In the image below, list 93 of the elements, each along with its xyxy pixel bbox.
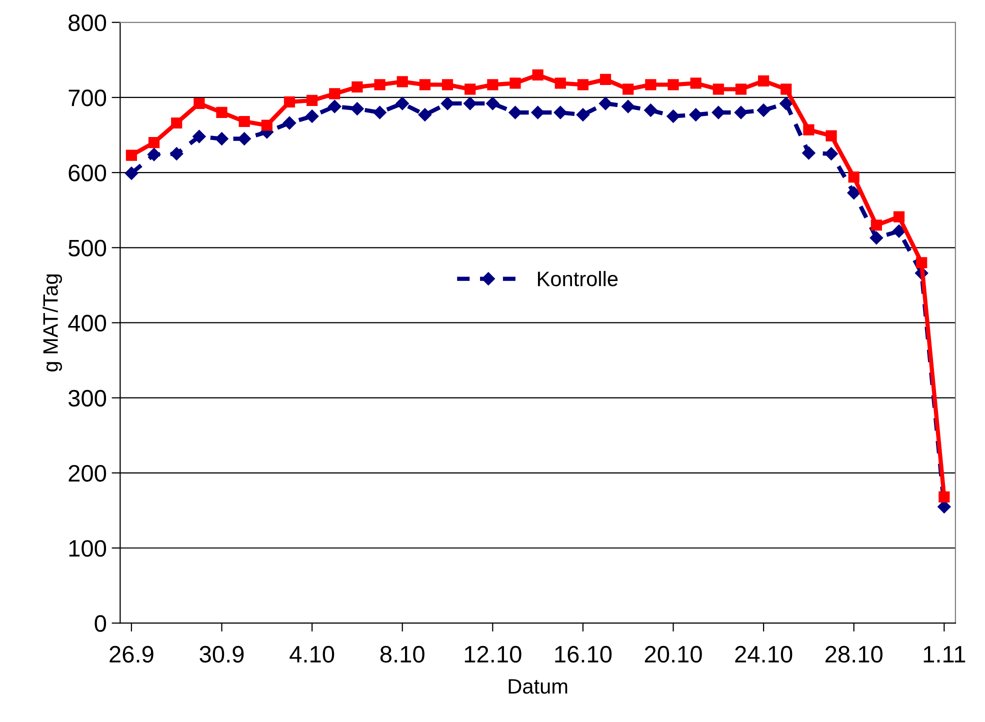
point — [305, 110, 319, 123]
point — [352, 81, 363, 93]
y-tick-label: 100 — [69, 540, 106, 557]
point — [598, 96, 612, 110]
point — [803, 124, 814, 136]
point — [374, 79, 386, 90]
y-tick-label: 400 — [68, 314, 106, 332]
point — [622, 84, 634, 95]
point — [486, 96, 500, 110]
point — [870, 220, 882, 231]
point — [216, 106, 228, 118]
point — [554, 78, 566, 89]
point — [126, 150, 138, 161]
point — [848, 172, 860, 183]
point — [577, 79, 589, 90]
x-tick-label: 12.10 — [464, 646, 522, 663]
point — [306, 94, 318, 106]
point — [124, 166, 138, 180]
point — [893, 211, 905, 222]
point — [284, 96, 296, 108]
x-tick-label: 24.10 — [735, 646, 792, 663]
point — [442, 79, 454, 90]
point — [396, 96, 409, 110]
point — [802, 146, 816, 160]
y-tick-label: 0 — [94, 615, 106, 632]
point — [689, 108, 702, 122]
point — [238, 116, 250, 128]
point — [622, 100, 635, 114]
legend-label: Kontrolle — [538, 270, 618, 286]
y-tick-label: 600 — [68, 164, 106, 182]
x-tick-label: 8.10 — [380, 646, 424, 663]
point — [826, 130, 837, 142]
point — [373, 106, 386, 120]
point — [350, 102, 364, 116]
point — [396, 76, 408, 88]
y-tick-label: 300 — [68, 390, 106, 407]
point — [418, 108, 432, 122]
point — [171, 117, 182, 129]
point — [148, 136, 160, 148]
point — [531, 106, 544, 120]
point — [644, 104, 658, 117]
point — [282, 116, 296, 130]
point — [238, 132, 251, 146]
point — [532, 69, 544, 80]
point — [192, 130, 206, 144]
point — [510, 78, 521, 89]
point — [440, 96, 454, 110]
point — [645, 79, 656, 90]
point — [576, 108, 590, 122]
point — [892, 224, 906, 238]
point — [463, 96, 477, 110]
point — [666, 110, 680, 123]
y-tick-label: 800 — [68, 14, 106, 32]
point — [464, 84, 476, 95]
point — [824, 147, 838, 160]
point — [847, 186, 860, 200]
point — [215, 132, 228, 146]
x-tick-label: 30.9 — [200, 646, 244, 663]
x-tick-label: 16.10 — [555, 646, 612, 663]
point — [508, 106, 522, 120]
point — [600, 74, 612, 86]
point — [734, 106, 748, 120]
point — [756, 104, 770, 117]
point — [170, 147, 184, 160]
point — [487, 79, 498, 90]
point — [329, 88, 340, 100]
y-tick-label: 700 — [68, 90, 106, 106]
point — [870, 231, 884, 244]
x-tick-label: 26.9 — [110, 646, 154, 663]
point — [712, 106, 725, 120]
point — [147, 148, 161, 162]
x-axis-title: Datum — [508, 679, 568, 694]
x-tick-label: 1.11 — [924, 646, 966, 662]
y-tick-label: 200 — [68, 464, 106, 482]
point — [916, 257, 928, 268]
y-axis-title: g MAT/Tag — [42, 274, 62, 372]
point — [938, 491, 950, 502]
point — [554, 106, 567, 120]
x-tick-label: 4.10 — [290, 646, 334, 663]
point — [735, 84, 747, 95]
point — [780, 96, 793, 110]
point — [668, 79, 679, 90]
point — [261, 120, 272, 131]
y-tick-label: 500 — [68, 240, 106, 256]
point — [780, 84, 792, 95]
point — [758, 75, 770, 87]
x-tick-label: 20.10 — [644, 646, 702, 663]
point — [690, 78, 702, 89]
point — [194, 98, 205, 110]
point — [328, 100, 342, 114]
point — [712, 84, 724, 95]
x-tick-label: 28.10 — [826, 646, 882, 663]
point — [419, 79, 430, 90]
